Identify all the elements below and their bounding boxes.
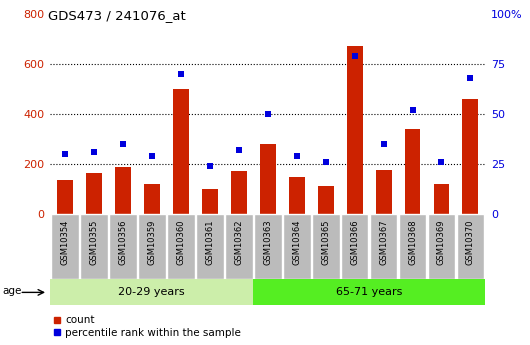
Bar bbox=[253, 279, 485, 305]
Point bbox=[350, 53, 359, 59]
Point bbox=[437, 159, 446, 165]
Text: GSM10354: GSM10354 bbox=[60, 219, 69, 265]
Bar bbox=[456, 214, 484, 279]
Point bbox=[379, 141, 388, 147]
Text: GSM10368: GSM10368 bbox=[408, 219, 417, 265]
Text: GSM10364: GSM10364 bbox=[292, 219, 301, 265]
Point bbox=[176, 71, 185, 77]
Text: GSM10367: GSM10367 bbox=[379, 219, 388, 265]
Point bbox=[147, 153, 156, 159]
Bar bbox=[231, 171, 246, 214]
Point bbox=[466, 75, 475, 81]
Bar bbox=[434, 184, 449, 214]
Bar bbox=[173, 89, 189, 214]
Text: GSM10356: GSM10356 bbox=[118, 219, 127, 265]
Point bbox=[263, 111, 272, 117]
Text: GSM10359: GSM10359 bbox=[147, 219, 156, 265]
Text: GSM10360: GSM10360 bbox=[176, 219, 185, 265]
Bar bbox=[138, 214, 166, 279]
Bar bbox=[260, 144, 276, 214]
Bar bbox=[282, 214, 311, 279]
Text: GSM10369: GSM10369 bbox=[437, 219, 446, 265]
Text: GSM10366: GSM10366 bbox=[350, 219, 359, 265]
Point bbox=[234, 147, 243, 152]
Text: GSM10362: GSM10362 bbox=[234, 219, 243, 265]
Bar bbox=[376, 170, 392, 214]
Bar bbox=[399, 214, 427, 279]
Text: 20-29 years: 20-29 years bbox=[118, 287, 185, 297]
Legend: count, percentile rank within the sample: count, percentile rank within the sample bbox=[53, 315, 241, 338]
Text: GSM10361: GSM10361 bbox=[205, 219, 214, 265]
Text: GSM10370: GSM10370 bbox=[466, 219, 475, 265]
Bar bbox=[312, 214, 340, 279]
Point bbox=[119, 141, 127, 147]
Bar bbox=[463, 99, 479, 214]
Bar bbox=[428, 214, 455, 279]
Bar bbox=[404, 129, 420, 214]
Text: GDS473 / 241076_at: GDS473 / 241076_at bbox=[48, 9, 186, 22]
Bar bbox=[167, 214, 195, 279]
Point bbox=[206, 163, 214, 169]
Bar bbox=[202, 189, 218, 214]
Bar bbox=[115, 167, 131, 214]
Bar bbox=[51, 214, 79, 279]
Point bbox=[60, 151, 69, 157]
Bar bbox=[57, 180, 73, 214]
Bar bbox=[254, 214, 281, 279]
Bar bbox=[109, 214, 137, 279]
Bar bbox=[347, 46, 363, 214]
Text: GSM10363: GSM10363 bbox=[263, 219, 272, 265]
Point bbox=[90, 149, 98, 155]
Point bbox=[321, 159, 330, 165]
Bar bbox=[369, 214, 398, 279]
Bar bbox=[196, 214, 224, 279]
Bar bbox=[86, 173, 102, 214]
Text: GSM10365: GSM10365 bbox=[321, 219, 330, 265]
Text: GSM10355: GSM10355 bbox=[90, 219, 98, 265]
Bar bbox=[317, 186, 333, 214]
Text: age: age bbox=[3, 286, 22, 296]
Bar bbox=[80, 214, 108, 279]
Bar bbox=[289, 177, 305, 214]
Point bbox=[293, 153, 301, 159]
Bar bbox=[225, 214, 253, 279]
Bar bbox=[341, 214, 368, 279]
Bar bbox=[50, 279, 253, 305]
Point bbox=[408, 107, 417, 112]
Bar bbox=[144, 184, 160, 214]
Text: 65-71 years: 65-71 years bbox=[336, 287, 402, 297]
